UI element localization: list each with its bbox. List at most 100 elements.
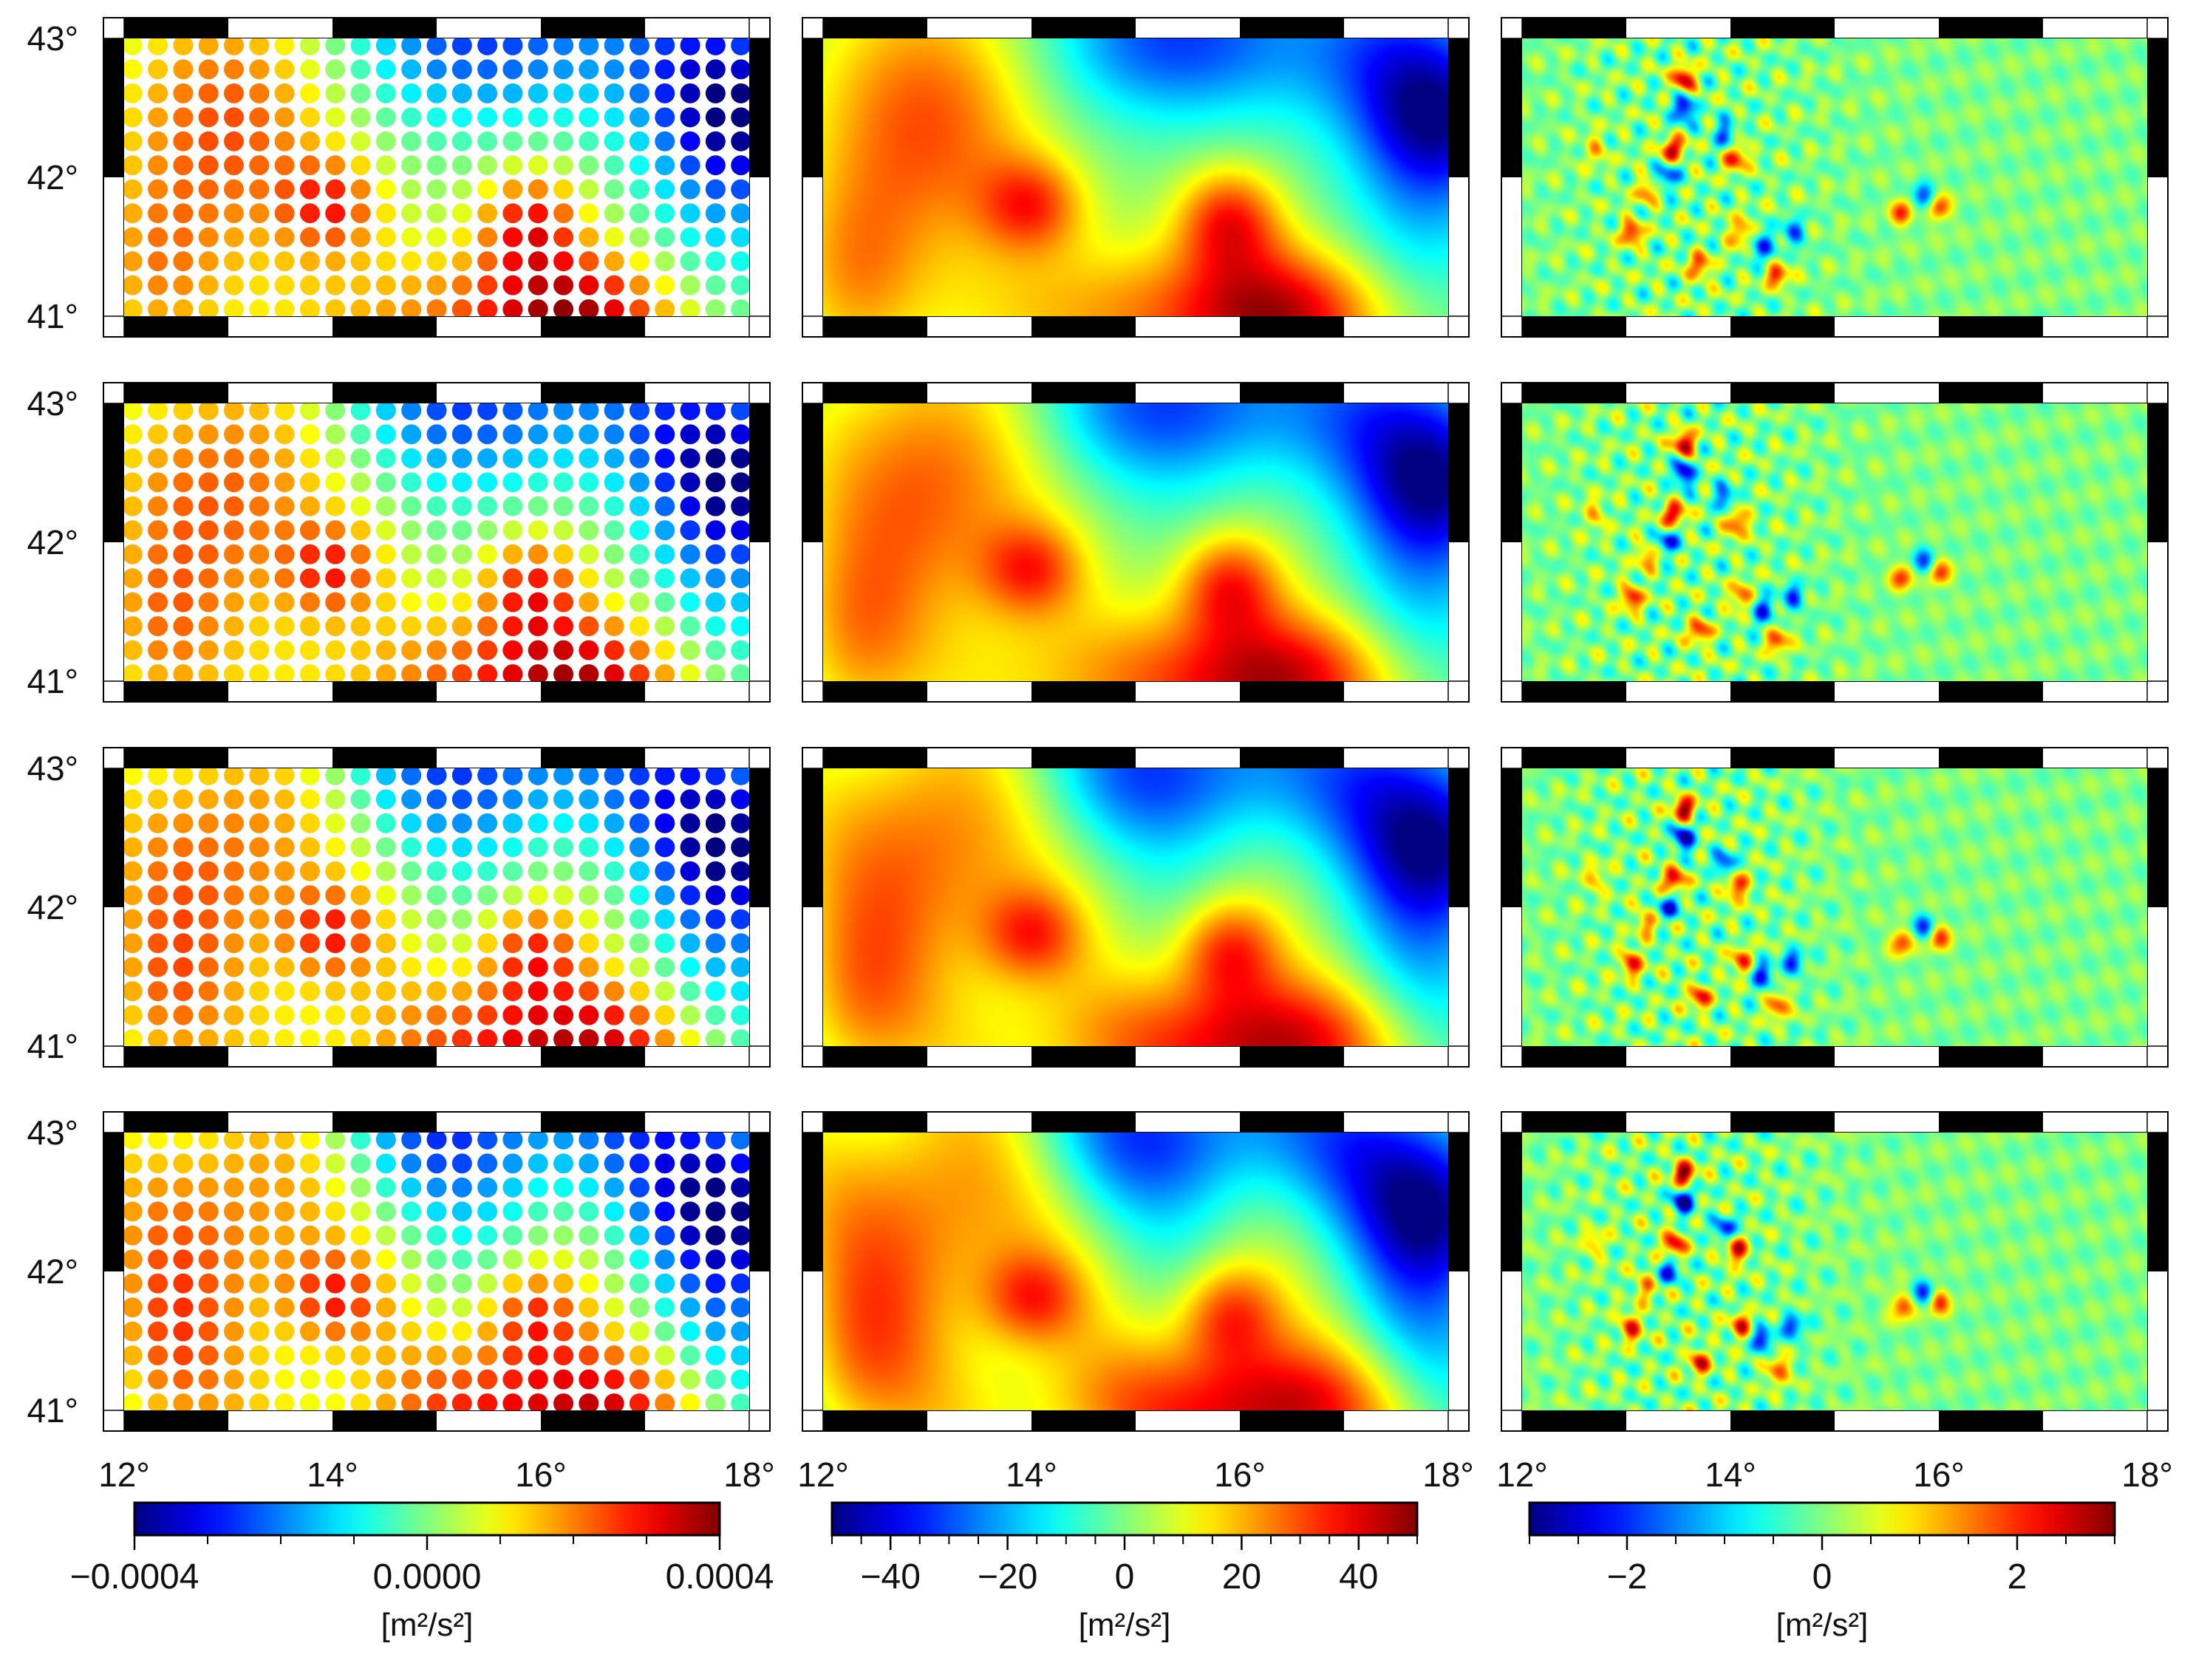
map-content bbox=[1522, 1133, 2147, 1410]
data-point bbox=[705, 1297, 726, 1318]
data-point bbox=[249, 789, 270, 810]
data-point bbox=[705, 1393, 726, 1410]
data-point bbox=[705, 568, 726, 589]
data-point bbox=[629, 981, 649, 1002]
data-point bbox=[401, 640, 422, 660]
data-point bbox=[299, 179, 320, 199]
data-point bbox=[655, 768, 675, 785]
data-point bbox=[299, 275, 320, 296]
data-point bbox=[173, 768, 194, 785]
data-point bbox=[604, 131, 624, 151]
data-point bbox=[299, 1029, 320, 1046]
data-point bbox=[705, 1225, 726, 1246]
data-point bbox=[124, 568, 143, 589]
data-point bbox=[604, 933, 624, 954]
data-point bbox=[680, 568, 700, 589]
data-point bbox=[705, 957, 726, 977]
data-point bbox=[375, 1029, 396, 1046]
data-point bbox=[173, 1345, 194, 1366]
data-point bbox=[198, 83, 219, 103]
data-point bbox=[274, 275, 295, 296]
data-point bbox=[401, 861, 422, 881]
data-point bbox=[299, 568, 320, 589]
data-point bbox=[375, 885, 396, 906]
data-point bbox=[350, 981, 371, 1002]
data-point bbox=[350, 131, 371, 151]
data-point bbox=[604, 496, 624, 516]
frame-stripe-bottom bbox=[1522, 1410, 1626, 1431]
colorbar-1: −0.0004 0.0000 0.0004 [m²/s²] bbox=[70, 1501, 774, 1643]
map-background bbox=[124, 1133, 749, 1410]
data-point bbox=[553, 640, 574, 660]
data-point bbox=[274, 837, 295, 858]
data-point bbox=[198, 1177, 219, 1198]
data-point bbox=[528, 424, 548, 445]
data-point bbox=[451, 403, 472, 420]
data-point bbox=[629, 275, 649, 296]
axis-labels: 41° 42° 43° 41° 42° 43° 41° 42° 43° 41° 42° 43° 12° 1… bbox=[27, 19, 2172, 1494]
frame-stripe-top bbox=[823, 18, 927, 38]
data-point bbox=[224, 275, 245, 296]
data-point bbox=[426, 275, 447, 296]
data-point bbox=[401, 1393, 422, 1410]
map-content bbox=[823, 768, 1448, 1046]
data-point bbox=[350, 38, 371, 55]
data-point bbox=[528, 768, 548, 785]
data-point bbox=[451, 664, 472, 681]
data-point bbox=[148, 933, 168, 954]
data-point bbox=[451, 1153, 472, 1174]
data-point bbox=[198, 861, 219, 881]
data-point bbox=[375, 1225, 396, 1246]
data-point bbox=[629, 59, 649, 80]
data-point bbox=[224, 59, 245, 80]
data-point bbox=[528, 909, 548, 929]
data-point bbox=[173, 227, 194, 247]
data-point bbox=[655, 520, 675, 541]
data-point bbox=[274, 1133, 295, 1150]
data-point bbox=[680, 1201, 700, 1222]
data-point bbox=[731, 1153, 749, 1174]
data-point bbox=[426, 227, 447, 247]
data-point bbox=[124, 1249, 143, 1270]
data-point bbox=[224, 885, 245, 906]
data-point bbox=[350, 1225, 371, 1246]
data-point bbox=[451, 861, 472, 881]
frame-stripe-left bbox=[1501, 1133, 1522, 1271]
data-point bbox=[401, 59, 422, 80]
data-point bbox=[249, 1177, 270, 1198]
data-point bbox=[274, 227, 295, 247]
data-point bbox=[553, 1005, 574, 1025]
data-point bbox=[553, 38, 574, 55]
data-point bbox=[249, 251, 270, 272]
data-point bbox=[502, 885, 523, 906]
data-point bbox=[148, 38, 168, 55]
data-point bbox=[375, 59, 396, 80]
data-point bbox=[299, 520, 320, 541]
data-point bbox=[553, 1393, 574, 1410]
data-point bbox=[173, 981, 194, 1002]
data-point bbox=[553, 1345, 574, 1366]
frame-stripe-top bbox=[541, 18, 645, 38]
data-point bbox=[528, 107, 548, 128]
data-point bbox=[401, 203, 422, 224]
frame-stripe-bottom bbox=[124, 1046, 228, 1067]
data-point bbox=[274, 1029, 295, 1046]
lat-tick-label: 43° bbox=[27, 384, 78, 423]
data-point bbox=[224, 768, 245, 785]
frame-stripe-top bbox=[1730, 18, 1835, 38]
data-point bbox=[680, 1321, 700, 1342]
data-point bbox=[173, 616, 194, 637]
data-point bbox=[173, 155, 194, 176]
data-point bbox=[502, 1345, 523, 1366]
data-point bbox=[604, 616, 624, 637]
data-point bbox=[224, 251, 245, 272]
data-point bbox=[477, 544, 498, 564]
data-point bbox=[124, 885, 143, 906]
data-point bbox=[680, 275, 700, 296]
data-point bbox=[477, 885, 498, 906]
data-point bbox=[629, 1297, 649, 1318]
data-point bbox=[655, 107, 675, 128]
data-point bbox=[375, 592, 396, 612]
data-point bbox=[451, 885, 472, 906]
data-point bbox=[350, 1273, 371, 1294]
